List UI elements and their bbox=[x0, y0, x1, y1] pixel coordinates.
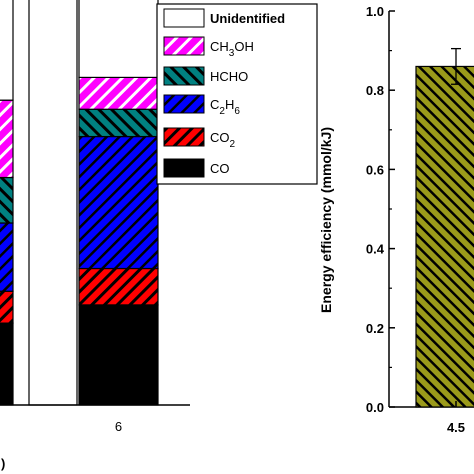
legend-label-co2: CO2 bbox=[210, 130, 236, 150]
bar-segment-hcho bbox=[0, 176, 14, 224]
y-axis-label: Energy efficiency (mmol/kJ) bbox=[318, 127, 334, 313]
legend-label-part: CO bbox=[210, 130, 230, 145]
legend-label-part: HCHO bbox=[210, 69, 248, 84]
legend-label-part: CO bbox=[210, 161, 230, 176]
legend-label-part: 2 bbox=[230, 139, 236, 150]
legend-label-part: 2 bbox=[219, 106, 225, 117]
y-tick-label: 0.4 bbox=[366, 242, 385, 257]
bar-segment-c2h6 bbox=[0, 222, 14, 292]
bar-segment-unidentified bbox=[28, 0, 78, 406]
legend-swatch-co bbox=[163, 158, 205, 178]
x-tick-label: 4.5 bbox=[447, 420, 465, 435]
efficiency-bar bbox=[415, 65, 474, 408]
bar-segment-co bbox=[78, 304, 159, 406]
legend-label-part: CH bbox=[210, 39, 229, 54]
y-tick-label: 1.0 bbox=[366, 4, 384, 19]
bar-segment-hcho bbox=[78, 108, 159, 138]
legend-label-part: 6 bbox=[234, 106, 240, 117]
legend-label-part: C bbox=[210, 97, 219, 112]
x-axis-label: ) bbox=[1, 456, 5, 471]
legend-label-unidentified: Unidentified bbox=[210, 11, 285, 26]
legend-swatch-co2 bbox=[163, 127, 205, 147]
legend-frame bbox=[156, 3, 318, 185]
bar-segment-ch3oh bbox=[0, 99, 14, 179]
x-tick-label: 6 bbox=[115, 419, 122, 434]
legend-label-co: CO bbox=[210, 161, 230, 176]
legend-label-part: H bbox=[225, 97, 234, 112]
legend-swatch-ch3oh bbox=[163, 36, 205, 56]
y-tick-label: 0.6 bbox=[366, 162, 384, 177]
legend-label-part: OH bbox=[234, 39, 254, 54]
y-tick-label: 0.8 bbox=[366, 83, 384, 98]
legend-label-part: 3 bbox=[229, 48, 235, 59]
bar-segment-ch3oh bbox=[78, 76, 159, 110]
bar-segment-c2h6 bbox=[78, 135, 159, 270]
y-tick-label: 0.0 bbox=[366, 400, 384, 415]
legend-label-c2h6: C2H6 bbox=[210, 97, 240, 117]
legend-swatch-hcho bbox=[163, 66, 205, 86]
legend-label-ch3oh: CH3OH bbox=[210, 39, 254, 59]
bar-segment-co2 bbox=[0, 290, 14, 324]
y-tick-label: 0.2 bbox=[366, 321, 384, 336]
legend-swatch-unidentified bbox=[163, 8, 205, 28]
energy-efficiency-bar-chart: 0.0 0.2 0.4 0.6 0.8 1.0 Energy efficiency (mmo… bbox=[318, 4, 474, 435]
legend-label-part: Unidentified bbox=[210, 11, 285, 26]
bar-segment-co2 bbox=[78, 267, 159, 306]
bar-segment-co bbox=[0, 322, 14, 406]
bar-segment-unidentified bbox=[78, 0, 159, 79]
legend-swatch-c2h6 bbox=[163, 94, 205, 114]
bar-segment-unidentified bbox=[0, 0, 14, 101]
legend-label-hcho: HCHO bbox=[210, 69, 248, 84]
